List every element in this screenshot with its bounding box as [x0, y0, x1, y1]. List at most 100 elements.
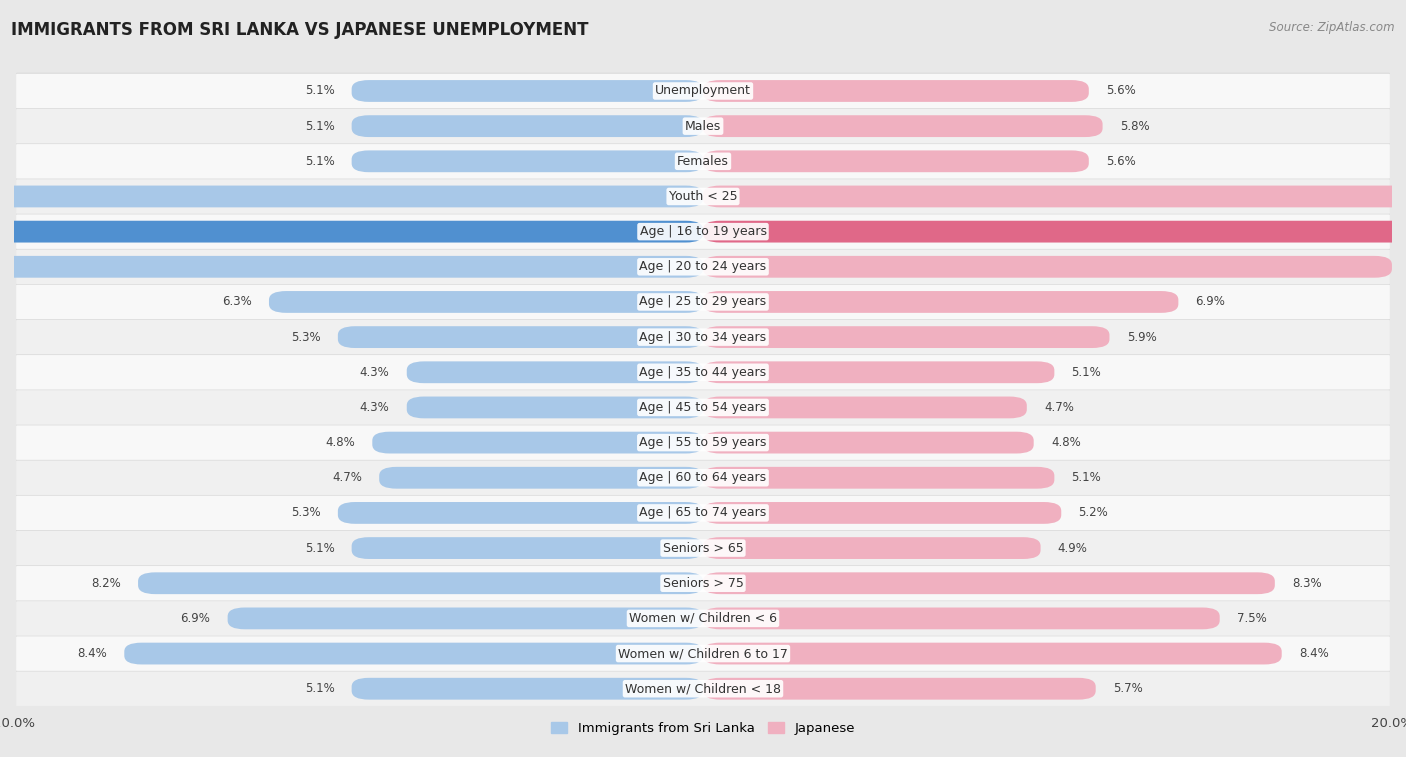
FancyBboxPatch shape: [703, 643, 1282, 665]
FancyBboxPatch shape: [15, 109, 1391, 143]
FancyBboxPatch shape: [15, 531, 1391, 565]
Text: 5.9%: 5.9%: [1126, 331, 1157, 344]
Text: Youth < 25: Youth < 25: [669, 190, 737, 203]
FancyBboxPatch shape: [15, 565, 1391, 600]
FancyBboxPatch shape: [15, 637, 1391, 671]
FancyBboxPatch shape: [15, 496, 1391, 530]
FancyBboxPatch shape: [406, 361, 703, 383]
Text: 5.1%: 5.1%: [1071, 472, 1101, 484]
FancyBboxPatch shape: [15, 460, 1391, 495]
Text: 5.7%: 5.7%: [1114, 682, 1143, 695]
FancyBboxPatch shape: [703, 326, 1109, 348]
FancyBboxPatch shape: [0, 185, 703, 207]
FancyBboxPatch shape: [15, 178, 1391, 213]
Text: Age | 25 to 29 years: Age | 25 to 29 years: [640, 295, 766, 308]
FancyBboxPatch shape: [15, 425, 1391, 459]
FancyBboxPatch shape: [352, 537, 703, 559]
FancyBboxPatch shape: [15, 284, 1391, 318]
FancyBboxPatch shape: [703, 256, 1392, 278]
FancyBboxPatch shape: [703, 115, 1102, 137]
Text: 5.3%: 5.3%: [291, 506, 321, 519]
FancyBboxPatch shape: [0, 256, 703, 278]
FancyBboxPatch shape: [15, 635, 1391, 670]
Text: 8.3%: 8.3%: [1292, 577, 1322, 590]
FancyBboxPatch shape: [15, 390, 1391, 425]
FancyBboxPatch shape: [703, 467, 1054, 489]
Text: Age | 55 to 59 years: Age | 55 to 59 years: [640, 436, 766, 449]
Text: 7.5%: 7.5%: [1237, 612, 1267, 625]
Text: 5.6%: 5.6%: [1107, 85, 1136, 98]
FancyBboxPatch shape: [337, 326, 703, 348]
Text: 4.8%: 4.8%: [325, 436, 356, 449]
FancyBboxPatch shape: [15, 213, 1391, 248]
FancyBboxPatch shape: [15, 250, 1391, 284]
FancyBboxPatch shape: [15, 214, 1391, 249]
Text: 6.9%: 6.9%: [180, 612, 211, 625]
Text: 4.7%: 4.7%: [332, 472, 361, 484]
Text: 8.2%: 8.2%: [91, 577, 121, 590]
Text: Age | 20 to 24 years: Age | 20 to 24 years: [640, 260, 766, 273]
FancyBboxPatch shape: [15, 143, 1391, 177]
Text: 6.3%: 6.3%: [222, 295, 252, 308]
Text: Males: Males: [685, 120, 721, 132]
Text: Seniors > 75: Seniors > 75: [662, 577, 744, 590]
FancyBboxPatch shape: [352, 115, 703, 137]
FancyBboxPatch shape: [15, 566, 1391, 600]
FancyBboxPatch shape: [15, 389, 1391, 424]
FancyBboxPatch shape: [703, 678, 1095, 699]
Text: Women w/ Children < 6: Women w/ Children < 6: [628, 612, 778, 625]
Text: 5.1%: 5.1%: [305, 541, 335, 555]
Text: Age | 60 to 64 years: Age | 60 to 64 years: [640, 472, 766, 484]
FancyBboxPatch shape: [406, 397, 703, 419]
Text: 6.9%: 6.9%: [1195, 295, 1226, 308]
FancyBboxPatch shape: [15, 73, 1391, 108]
FancyBboxPatch shape: [703, 80, 1088, 102]
FancyBboxPatch shape: [228, 608, 703, 629]
FancyBboxPatch shape: [124, 643, 703, 665]
Text: 5.2%: 5.2%: [1078, 506, 1108, 519]
FancyBboxPatch shape: [703, 502, 1062, 524]
FancyBboxPatch shape: [703, 185, 1406, 207]
FancyBboxPatch shape: [703, 221, 1406, 242]
Text: 5.3%: 5.3%: [291, 331, 321, 344]
FancyBboxPatch shape: [15, 494, 1391, 529]
FancyBboxPatch shape: [703, 608, 1219, 629]
FancyBboxPatch shape: [352, 151, 703, 172]
Text: Age | 35 to 44 years: Age | 35 to 44 years: [640, 366, 766, 378]
FancyBboxPatch shape: [15, 320, 1391, 354]
Text: 8.4%: 8.4%: [77, 647, 107, 660]
Text: Age | 16 to 19 years: Age | 16 to 19 years: [640, 225, 766, 238]
FancyBboxPatch shape: [15, 319, 1391, 354]
FancyBboxPatch shape: [703, 291, 1178, 313]
Text: 8.4%: 8.4%: [1299, 647, 1329, 660]
FancyBboxPatch shape: [15, 285, 1391, 319]
Text: 5.1%: 5.1%: [1071, 366, 1101, 378]
Text: 4.3%: 4.3%: [360, 366, 389, 378]
FancyBboxPatch shape: [15, 355, 1391, 390]
FancyBboxPatch shape: [138, 572, 703, 594]
FancyBboxPatch shape: [703, 151, 1088, 172]
FancyBboxPatch shape: [337, 502, 703, 524]
FancyBboxPatch shape: [269, 291, 703, 313]
FancyBboxPatch shape: [15, 671, 1391, 705]
FancyBboxPatch shape: [352, 678, 703, 699]
FancyBboxPatch shape: [15, 354, 1391, 388]
FancyBboxPatch shape: [15, 600, 1391, 634]
Text: Source: ZipAtlas.com: Source: ZipAtlas.com: [1270, 21, 1395, 34]
FancyBboxPatch shape: [373, 431, 703, 453]
FancyBboxPatch shape: [15, 248, 1391, 283]
Text: 4.9%: 4.9%: [1057, 541, 1088, 555]
FancyBboxPatch shape: [15, 530, 1391, 564]
FancyBboxPatch shape: [703, 537, 1040, 559]
Text: 4.7%: 4.7%: [1045, 401, 1074, 414]
Text: 4.3%: 4.3%: [360, 401, 389, 414]
Text: IMMIGRANTS FROM SRI LANKA VS JAPANESE UNEMPLOYMENT: IMMIGRANTS FROM SRI LANKA VS JAPANESE UN…: [11, 21, 589, 39]
FancyBboxPatch shape: [15, 107, 1391, 142]
Text: 4.8%: 4.8%: [1050, 436, 1081, 449]
FancyBboxPatch shape: [703, 361, 1054, 383]
FancyBboxPatch shape: [15, 144, 1391, 179]
FancyBboxPatch shape: [0, 221, 703, 242]
Text: 5.8%: 5.8%: [1119, 120, 1150, 132]
FancyBboxPatch shape: [15, 601, 1391, 636]
FancyBboxPatch shape: [15, 459, 1391, 494]
